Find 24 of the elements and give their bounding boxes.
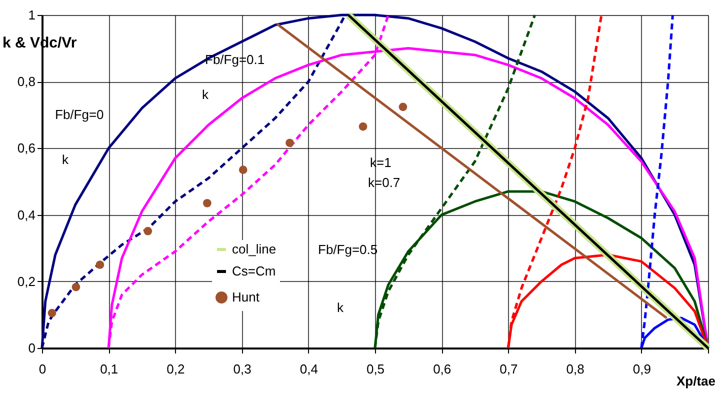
x-tick-label: 0,2: [166, 362, 185, 376]
annotation: k: [62, 152, 69, 167]
x-tick-label: 0,8: [566, 362, 584, 376]
x-tick-label: 0,4: [300, 362, 318, 376]
legend-label: Cs=Cm: [232, 264, 276, 278]
legend-label: Hunt: [232, 290, 260, 304]
x-tick-label: 0,3: [233, 362, 252, 376]
annotation: Fb/Fg=0: [55, 107, 104, 122]
legend-label: col_line: [232, 242, 276, 256]
annotation: k: [337, 300, 344, 315]
x-tick-label: 0: [38, 362, 46, 376]
annotation: k: [202, 87, 209, 102]
x-tick-label: 0,7: [500, 362, 518, 376]
y-tick-label: 0: [28, 340, 36, 356]
y-tick-label: 0,8: [17, 74, 36, 90]
x-tick-label: 0,1: [100, 362, 118, 376]
y-tick-label: 0,6: [17, 140, 36, 156]
x-tick-label: 0,9: [632, 362, 651, 376]
x-axis-title: Xp/tae: [676, 374, 716, 388]
y-tick-label: 1: [28, 8, 36, 22]
x-tick-label: 0,5: [366, 362, 385, 376]
y-tick-label: 0,4: [17, 207, 36, 222]
x-tick-label: 0,6: [433, 362, 452, 376]
y-tick-label: 0,2: [17, 274, 36, 289]
